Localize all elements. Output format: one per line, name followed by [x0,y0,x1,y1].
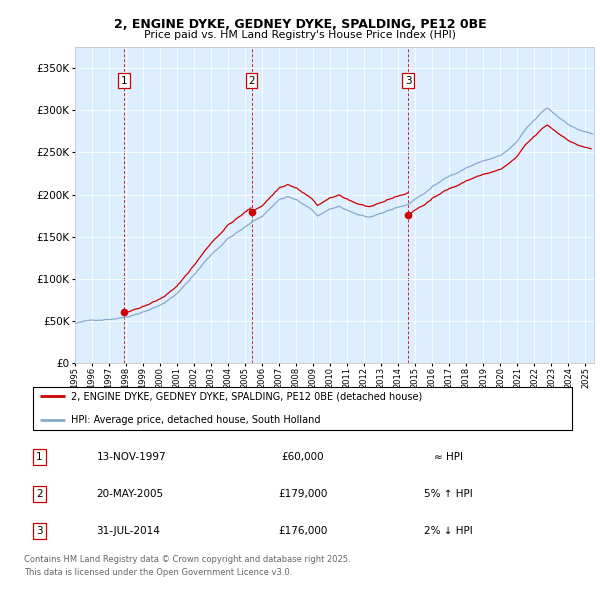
Text: 2% ↓ HPI: 2% ↓ HPI [424,526,472,536]
Text: 13-NOV-1997: 13-NOV-1997 [97,453,166,463]
Text: 1: 1 [121,76,127,86]
Text: 31-JUL-2014: 31-JUL-2014 [97,526,160,536]
Text: Contains HM Land Registry data © Crown copyright and database right 2025.: Contains HM Land Registry data © Crown c… [24,555,350,563]
Text: 5% ↑ HPI: 5% ↑ HPI [424,489,472,499]
Text: 3: 3 [405,76,412,86]
Text: 2: 2 [248,76,255,86]
Text: £179,000: £179,000 [278,489,328,499]
Text: HPI: Average price, detached house, South Holland: HPI: Average price, detached house, Sout… [71,415,320,425]
Text: 20-MAY-2005: 20-MAY-2005 [97,489,164,499]
Text: Price paid vs. HM Land Registry's House Price Index (HPI): Price paid vs. HM Land Registry's House … [144,30,456,40]
Text: ≈ HPI: ≈ HPI [434,453,463,463]
Text: £60,000: £60,000 [281,453,325,463]
Text: This data is licensed under the Open Government Licence v3.0.: This data is licensed under the Open Gov… [24,568,292,576]
Text: 2, ENGINE DYKE, GEDNEY DYKE, SPALDING, PE12 0BE: 2, ENGINE DYKE, GEDNEY DYKE, SPALDING, P… [113,18,487,31]
FancyBboxPatch shape [33,387,572,430]
Text: 2: 2 [37,489,43,499]
Text: £176,000: £176,000 [278,526,328,536]
Text: 3: 3 [37,526,43,536]
Text: 1: 1 [37,453,43,463]
Text: 2, ENGINE DYKE, GEDNEY DYKE, SPALDING, PE12 0BE (detached house): 2, ENGINE DYKE, GEDNEY DYKE, SPALDING, P… [71,392,422,401]
